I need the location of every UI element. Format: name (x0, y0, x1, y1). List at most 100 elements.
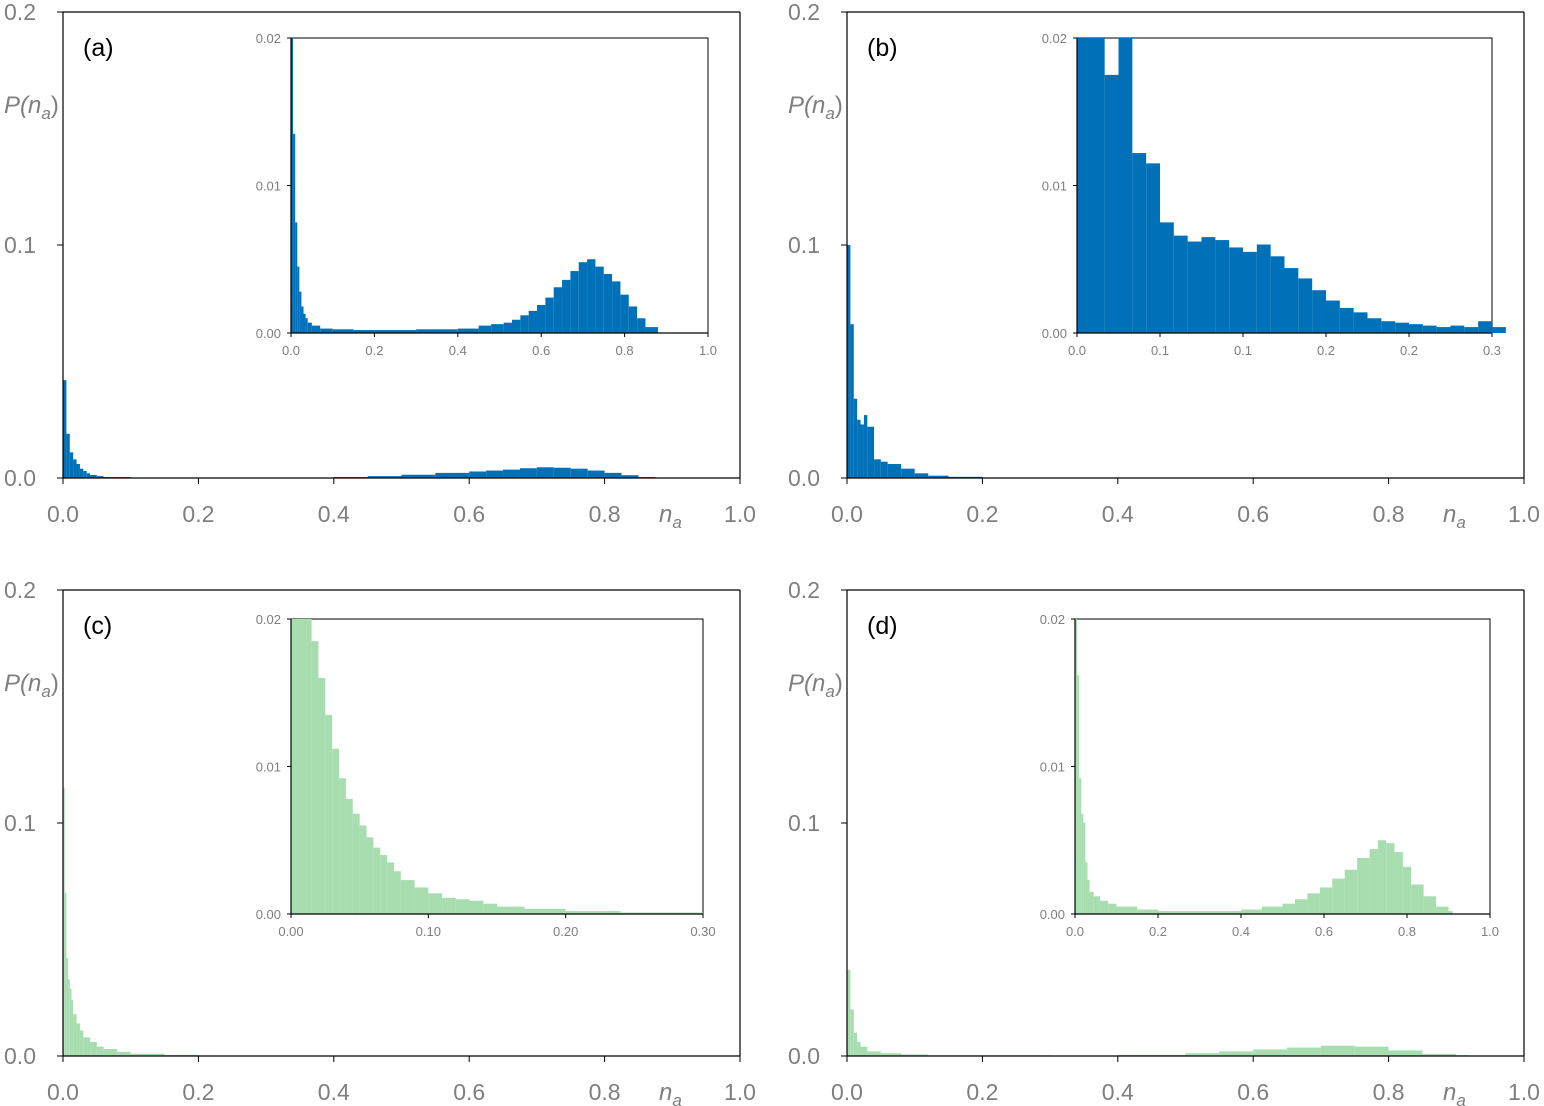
histogram-bar (486, 470, 504, 478)
y-axis-label-sub: a (41, 104, 50, 123)
histogram-bar (1320, 1045, 1355, 1056)
histogram-bar (562, 279, 571, 333)
histogram-bar (1201, 237, 1216, 333)
histogram-bar (604, 472, 622, 478)
panel-label: (c) (83, 612, 112, 640)
y-tick-label: 0.2 (4, 577, 36, 603)
panel-label: (a) (83, 34, 114, 62)
x-tick-label: 0.0 (831, 501, 863, 527)
y-axis-label-close: ) (835, 670, 843, 697)
histogram-bar (1160, 222, 1174, 333)
y-tick-label: 0.01 (1042, 179, 1067, 194)
histogram-bar (69, 452, 74, 478)
x-tick-label: 0.3 (1483, 343, 1501, 358)
histogram-bar (1357, 857, 1370, 914)
histogram-bar (867, 1051, 881, 1056)
histogram-bar (1381, 321, 1396, 333)
y-axis-label-sub: a (825, 104, 834, 123)
histogram-bar (867, 426, 875, 478)
x-tick-label: 0.6 (532, 343, 550, 358)
histogram-bar (68, 979, 70, 1056)
histogram-bar (853, 1032, 858, 1056)
histogram-bar (1229, 247, 1243, 333)
x-tick-label: 0.00 (278, 924, 303, 939)
panel-label: (b) (867, 34, 898, 62)
histogram-bar (1099, 900, 1109, 914)
histogram-bar (587, 259, 596, 333)
y-tick-label: 0.00 (1040, 907, 1065, 922)
y-tick-label: 0.1 (4, 232, 36, 258)
histogram-bar (291, 619, 312, 914)
histogram-bar (1241, 909, 1262, 914)
histogram-bar (435, 472, 470, 478)
histogram-bar (318, 678, 326, 914)
histogram-bar (587, 470, 605, 478)
x-axis-label: na (1443, 1079, 1466, 1106)
histogram-bar (545, 297, 554, 333)
panel-c: 0.0 0.2 0.4 0.6 0.8 1.00.00.10.2(c)P(na)na0.0… (4, 577, 756, 1106)
y-axis-label: P(na) (4, 92, 59, 123)
y-axis-label-main: P(n (788, 670, 825, 697)
y-axis-label-sub: a (825, 682, 834, 701)
x-tick-label: 0.0 (47, 501, 79, 527)
histogram-bar (320, 328, 333, 333)
histogram-bar (1395, 322, 1409, 333)
histogram-bar (620, 294, 629, 333)
y-tick-label: 0.1 (4, 810, 36, 836)
histogram-bar (1326, 300, 1340, 333)
main-bars (63, 380, 656, 478)
histogram-bar (1116, 906, 1138, 914)
histogram-bar (1448, 911, 1453, 914)
histogram-bar (373, 847, 381, 914)
histogram-bar (874, 459, 881, 478)
panel-b: 0.0 0.2 0.4 0.6 0.8 1.00.00.10.2(b)P(na)na0.0… (788, 0, 1540, 532)
x-tick-label: 0.4 (318, 501, 350, 527)
histogram-bar (353, 330, 375, 333)
histogram-bar (595, 266, 604, 333)
x-tick-label: 1.0 (699, 343, 717, 358)
histogram-bar (73, 459, 77, 478)
histogram-bar (850, 324, 854, 478)
histogram-bar (914, 473, 929, 478)
histogram-bar (86, 473, 91, 478)
histogram-bar (130, 1053, 165, 1056)
x-tick-label: 0.2 (365, 343, 383, 358)
histogram-bar (1394, 852, 1403, 914)
histogram-bar (512, 319, 521, 333)
histogram-bar (299, 291, 302, 333)
y-tick-label: 0.0 (788, 1043, 820, 1069)
histogram-bar (90, 474, 97, 478)
main-bars (847, 969, 1470, 1056)
inset-bars (291, 619, 703, 914)
x-tick-label: 1.0 (724, 1079, 756, 1105)
y-tick-label: 0.1 (788, 232, 820, 258)
histogram-bar (76, 464, 80, 478)
histogram-bar (1422, 325, 1437, 333)
histogram-bar (880, 1053, 902, 1056)
histogram-bar (880, 461, 888, 478)
main-bars (847, 245, 1051, 478)
histogram-bar (570, 468, 588, 478)
histogram-bar (1173, 235, 1188, 333)
y-tick-label: 0.02 (1040, 612, 1065, 627)
histogram-bar (457, 328, 479, 333)
x-tick-label: 0.2 (1149, 924, 1167, 939)
histogram-bar (620, 912, 703, 914)
panel-a: 0.0 0.2 0.4 0.6 0.8 1.00.00.10.2(a)P(na)na0.0… (4, 0, 756, 532)
histogram-bar (860, 1046, 868, 1056)
histogram-bar (1077, 675, 1080, 914)
y-tick-label: 0.01 (256, 760, 281, 775)
x-tick-label: 0.0 (47, 1079, 79, 1105)
y-tick-label: 0.02 (1042, 31, 1067, 46)
x-tick-label: 0.0 (1066, 924, 1084, 939)
histogram-bar (1132, 153, 1147, 333)
histogram-bar (887, 464, 902, 478)
histogram-bar (1081, 813, 1084, 914)
y-tick-label: 0.2 (788, 0, 820, 25)
histogram-bar (612, 281, 621, 333)
histogram-bar (537, 304, 546, 333)
histogram-bar (1402, 866, 1412, 914)
histogram-bar (301, 306, 304, 333)
x-tick-label: 0.10 (416, 924, 441, 939)
